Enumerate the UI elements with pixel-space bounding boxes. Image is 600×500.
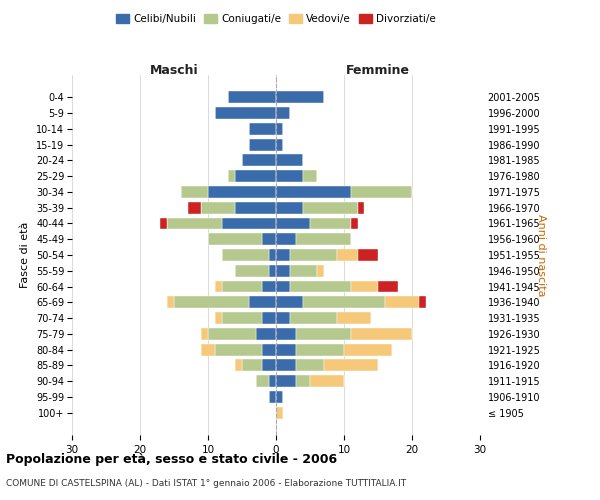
Bar (276, 107, 290, 119)
Bar (310, 218, 351, 230)
Bar (276, 376, 296, 387)
Bar (351, 218, 358, 230)
Bar (310, 376, 344, 387)
Bar (208, 328, 256, 340)
Bar (419, 296, 425, 308)
Text: Femmine: Femmine (346, 64, 410, 77)
Bar (358, 202, 364, 213)
Bar (235, 170, 276, 182)
Bar (256, 376, 269, 387)
Bar (303, 202, 358, 213)
Bar (290, 265, 317, 276)
Bar (201, 344, 215, 355)
Bar (215, 344, 262, 355)
Bar (235, 265, 269, 276)
Bar (235, 202, 276, 213)
Bar (262, 280, 276, 292)
Text: COMUNE DI CASTELSPINA (AL) - Dati ISTAT 1° gennaio 2006 - Elaborazione TUTTITALI: COMUNE DI CASTELSPINA (AL) - Dati ISTAT … (6, 479, 406, 488)
Bar (351, 186, 412, 198)
Bar (167, 218, 221, 230)
Bar (276, 92, 323, 103)
Bar (249, 296, 276, 308)
Bar (276, 186, 351, 198)
Bar (242, 360, 262, 372)
Bar (276, 344, 296, 355)
Bar (296, 234, 351, 245)
Bar (215, 280, 221, 292)
Bar (276, 280, 290, 292)
Bar (276, 202, 303, 213)
Bar (303, 170, 317, 182)
Bar (262, 312, 276, 324)
Bar (276, 170, 303, 182)
Bar (276, 265, 290, 276)
Bar (276, 407, 283, 418)
Bar (276, 234, 296, 245)
Bar (215, 312, 221, 324)
Bar (303, 296, 385, 308)
Bar (358, 249, 378, 261)
Y-axis label: Fasce di età: Fasce di età (20, 222, 31, 288)
Bar (269, 391, 276, 403)
Bar (276, 218, 310, 230)
Bar (290, 312, 337, 324)
Bar (249, 138, 276, 150)
Bar (229, 170, 235, 182)
Bar (290, 249, 337, 261)
Bar (276, 123, 283, 134)
Bar (221, 249, 269, 261)
Bar (221, 312, 262, 324)
Bar (221, 280, 262, 292)
Bar (317, 265, 323, 276)
Bar (296, 360, 323, 372)
Bar (276, 296, 303, 308)
Bar (296, 376, 310, 387)
Bar (269, 376, 276, 387)
Bar (208, 186, 276, 198)
Bar (276, 312, 290, 324)
Bar (188, 202, 201, 213)
Bar (262, 360, 276, 372)
Bar (378, 280, 398, 292)
Bar (337, 312, 371, 324)
Bar (181, 186, 208, 198)
Text: Popolazione per età, sesso e stato civile - 2006: Popolazione per età, sesso e stato civil… (6, 452, 337, 466)
Bar (201, 328, 208, 340)
Bar (337, 249, 358, 261)
Bar (221, 218, 276, 230)
Bar (351, 328, 412, 340)
Bar (256, 328, 276, 340)
Bar (276, 138, 283, 150)
Bar (262, 344, 276, 355)
Bar (323, 360, 378, 372)
Bar (276, 391, 283, 403)
Text: Maschi: Maschi (149, 64, 199, 77)
Y-axis label: Anni di nascita: Anni di nascita (536, 214, 546, 296)
Bar (269, 265, 276, 276)
Bar (385, 296, 419, 308)
Bar (351, 280, 378, 292)
Bar (296, 344, 344, 355)
Bar (276, 360, 296, 372)
Bar (160, 218, 167, 230)
Bar (296, 328, 351, 340)
Bar (249, 123, 276, 134)
Bar (242, 154, 276, 166)
Bar (276, 328, 296, 340)
Bar (276, 154, 303, 166)
Legend: Celibi/Nubili, Coniugati/e, Vedovi/e, Divorziati/e: Celibi/Nubili, Coniugati/e, Vedovi/e, Di… (112, 10, 440, 29)
Bar (235, 360, 242, 372)
Bar (215, 107, 276, 119)
Bar (229, 92, 276, 103)
Bar (276, 249, 290, 261)
Bar (290, 280, 351, 292)
Bar (167, 296, 174, 308)
Bar (174, 296, 249, 308)
Bar (201, 202, 235, 213)
Bar (262, 234, 276, 245)
Bar (208, 234, 262, 245)
Bar (269, 249, 276, 261)
Bar (344, 344, 392, 355)
